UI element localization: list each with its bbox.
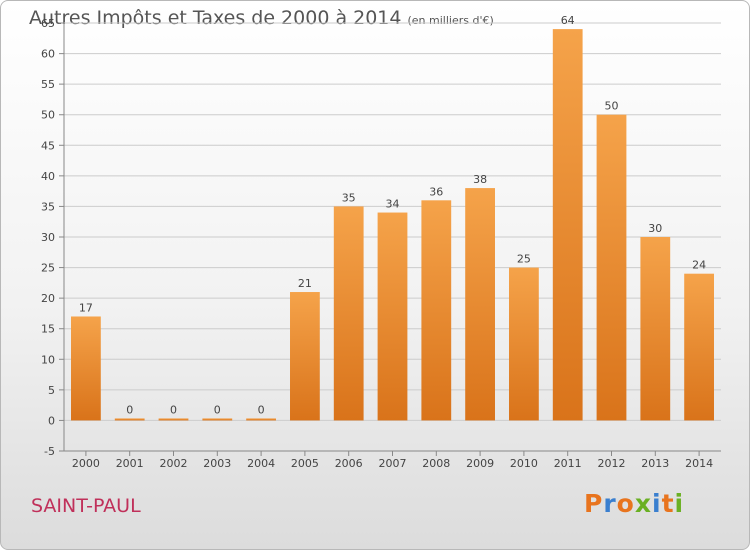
x-tick-label: 2006: [335, 457, 363, 470]
y-tick-label: 40: [41, 170, 55, 183]
x-tick-label: 2014: [685, 457, 713, 470]
y-tick-label: 0: [48, 414, 55, 427]
logo-letter: r: [603, 489, 617, 518]
data-labels: 17 0 0 0 0 21 35 34 36 38 25 64 50 30 24: [79, 14, 706, 416]
bar: [377, 212, 408, 421]
y-tick-label: 60: [41, 48, 55, 61]
logo-letter: i: [652, 489, 662, 518]
bar: [640, 237, 671, 421]
y-tick-label: 35: [41, 200, 55, 213]
y-tick-label: 65: [41, 17, 55, 30]
x-tick-label: 2000: [72, 457, 100, 470]
x-tick-label: 2010: [510, 457, 538, 470]
x-tick-label: 2005: [291, 457, 319, 470]
x-tick-label: 2011: [554, 457, 582, 470]
x-tick-label: 2001: [116, 457, 144, 470]
bar-value-label: 50: [605, 100, 619, 113]
y-tick-label: 10: [41, 353, 55, 366]
bar: [114, 418, 145, 421]
y-tick-label: 25: [41, 262, 55, 275]
bar: [421, 200, 452, 421]
bar: [333, 206, 364, 421]
y-tick-label: 30: [41, 231, 55, 244]
bar: [290, 292, 320, 421]
bar-value-label: 17: [79, 301, 93, 314]
bar-value-label: 24: [692, 259, 706, 272]
bar-value-label: 30: [648, 222, 662, 235]
bar: [596, 114, 627, 421]
x-tick-label: 2007: [379, 457, 407, 470]
bar-value-label: 38: [473, 173, 487, 186]
axes: -5 0 5 10 15 20 25 30 35 40 45 50 55 60 65 2000 2001 2002…: [41, 17, 721, 470]
logo-letter: i: [674, 489, 685, 518]
bar-value-label: 34: [386, 198, 400, 211]
bar-value-label: 21: [298, 277, 312, 290]
x-tick-label: 2009: [466, 457, 494, 470]
chart-unit: (en milliers d'€): [407, 14, 494, 27]
logo-letter: t: [661, 489, 675, 518]
bar-value-label: 0: [214, 403, 221, 416]
bar: [158, 418, 189, 421]
bar-value-label: 36: [429, 185, 443, 198]
x-tick-label: 2003: [203, 457, 231, 470]
y-tick-label: -5: [44, 445, 55, 458]
bar-value-label: 0: [126, 403, 133, 416]
bar-value-label: 25: [517, 253, 531, 266]
bar-value-label: 0: [258, 403, 265, 416]
logo-letter: P: [584, 489, 604, 518]
y-tick-label: 5: [48, 384, 55, 397]
bar-value-label: 35: [342, 191, 356, 204]
bar: [202, 418, 233, 421]
x-tick-label: 2004: [247, 457, 275, 470]
bar-value-label: 64: [561, 14, 575, 27]
bar: [465, 188, 495, 421]
bar: [509, 267, 539, 421]
y-tick-label: 15: [41, 323, 55, 336]
x-tick-label: 2002: [160, 457, 188, 470]
logo-letter: x: [634, 489, 652, 518]
x-tick-label: 2013: [641, 457, 669, 470]
y-tick-label: 50: [41, 109, 55, 122]
logo-letter: o: [616, 489, 635, 518]
x-tick-label: 2008: [422, 457, 450, 470]
bar: [552, 29, 583, 421]
bar: [71, 316, 101, 421]
bar: [684, 273, 714, 421]
city-name: SAINT-PAUL: [31, 495, 141, 517]
y-tick-label: 55: [41, 78, 55, 91]
proxiti-logo[interactable]: Proxiti: [584, 489, 684, 518]
bars: [71, 29, 714, 421]
y-tick-label: 20: [41, 292, 55, 305]
bar: [246, 418, 276, 421]
bar-value-label: 0: [170, 403, 177, 416]
x-tick-label: 2012: [598, 457, 626, 470]
y-tick-label: 45: [41, 139, 55, 152]
